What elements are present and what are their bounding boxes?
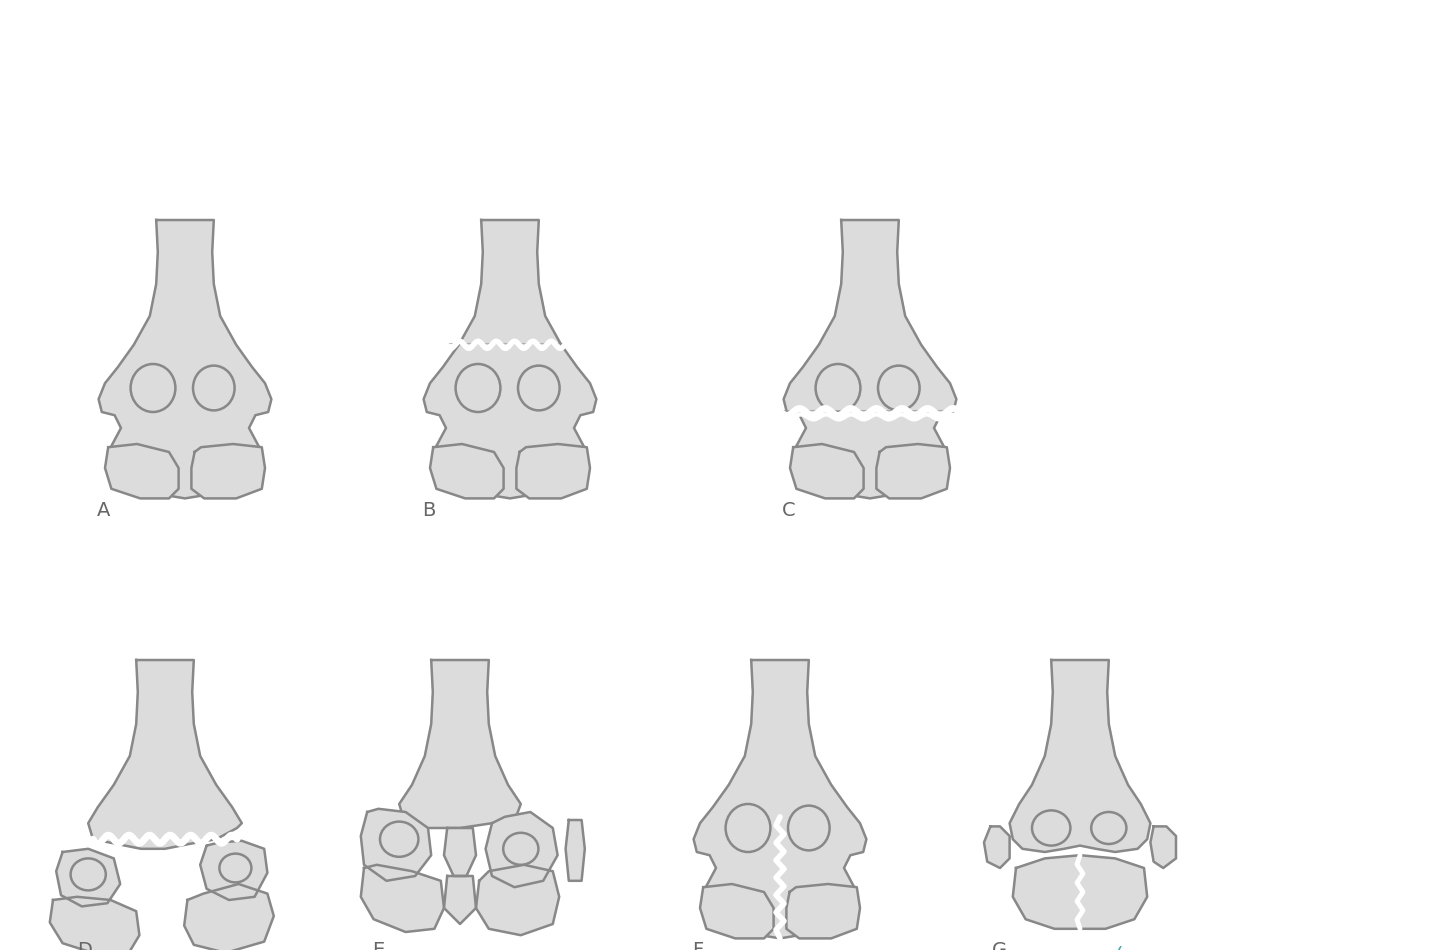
Text: G: G <box>992 941 1007 950</box>
Polygon shape <box>791 444 864 499</box>
Polygon shape <box>444 876 477 924</box>
Polygon shape <box>485 812 557 887</box>
Text: D: D <box>76 941 92 950</box>
Text: (: ( <box>1115 946 1123 950</box>
Polygon shape <box>984 826 1009 868</box>
Polygon shape <box>444 828 477 876</box>
Text: B: B <box>422 501 435 520</box>
Polygon shape <box>694 660 867 939</box>
Polygon shape <box>361 808 431 881</box>
Ellipse shape <box>219 854 252 883</box>
Polygon shape <box>700 884 773 939</box>
Ellipse shape <box>1092 812 1126 844</box>
Ellipse shape <box>380 822 419 857</box>
Polygon shape <box>192 444 265 499</box>
Polygon shape <box>517 444 590 499</box>
Polygon shape <box>566 820 585 881</box>
Polygon shape <box>361 864 444 932</box>
Ellipse shape <box>1032 810 1070 846</box>
Polygon shape <box>56 848 120 906</box>
Polygon shape <box>783 220 956 499</box>
Text: A: A <box>96 501 111 520</box>
Polygon shape <box>477 864 559 935</box>
Ellipse shape <box>503 833 539 864</box>
Polygon shape <box>200 841 268 900</box>
Polygon shape <box>423 220 596 499</box>
Ellipse shape <box>71 859 105 890</box>
Ellipse shape <box>878 366 920 410</box>
Polygon shape <box>98 220 271 499</box>
Polygon shape <box>399 660 521 828</box>
Polygon shape <box>50 897 140 950</box>
Polygon shape <box>88 660 242 848</box>
Ellipse shape <box>518 366 560 410</box>
Ellipse shape <box>726 804 770 852</box>
Polygon shape <box>1151 826 1176 868</box>
Polygon shape <box>877 444 950 499</box>
Text: E: E <box>372 941 384 950</box>
Polygon shape <box>1012 855 1148 929</box>
Text: C: C <box>782 501 796 520</box>
Ellipse shape <box>788 806 829 850</box>
Ellipse shape <box>815 364 861 412</box>
Ellipse shape <box>193 366 235 410</box>
Polygon shape <box>431 444 504 499</box>
Polygon shape <box>786 884 860 939</box>
Ellipse shape <box>455 364 501 412</box>
Polygon shape <box>105 444 179 499</box>
Ellipse shape <box>131 364 176 412</box>
Text: F: F <box>693 941 703 950</box>
Polygon shape <box>184 884 274 950</box>
Polygon shape <box>1009 660 1151 852</box>
